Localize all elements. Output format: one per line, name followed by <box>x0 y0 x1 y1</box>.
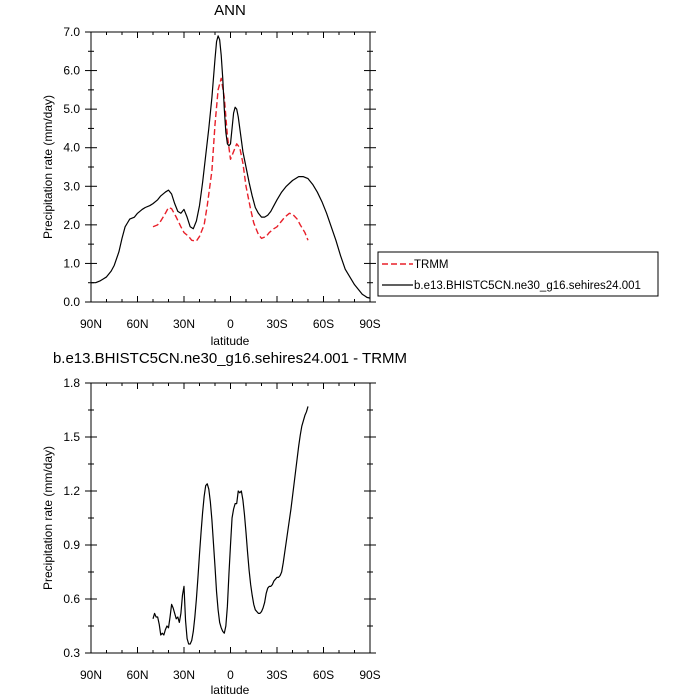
top-chart-title: ANN <box>214 2 246 19</box>
top-y-axis: 0.0 1.0 2.0 3.0 4.0 5.0 6.0 7.0 <box>63 25 376 309</box>
bottom-series-group <box>152 406 309 645</box>
top-x-tick-label: 90N <box>80 317 102 331</box>
bottom-y-tick-label: 1.2 <box>63 484 80 498</box>
top-y-axis-label: Precipitation rate (mm/day) <box>41 95 55 239</box>
top-y-tick-label: 3.0 <box>63 179 80 193</box>
legend: TRMM b.e13.BHISTC5CN.ne30_g16.sehires24.… <box>377 251 659 297</box>
top-y-tick-label: 7.0 <box>63 25 80 39</box>
bottom-x-tick-label: 90S <box>359 668 380 682</box>
top-y-tick-label: 2.0 <box>63 218 80 232</box>
top-x-axis: 90N 60N 30N 0 30S 60S 90S <box>80 32 381 331</box>
bottom-y-tick-label: 0.9 <box>63 538 80 552</box>
bottom-plot-frame <box>90 382 371 654</box>
bottom-x-axis-label: latitude <box>211 683 250 697</box>
top-x-tick-label: 60S <box>313 317 334 331</box>
bottom-y-tick-label: 1.5 <box>63 430 80 444</box>
top-x-tick-label: 30N <box>173 317 195 331</box>
top-y-tick-label: 5.0 <box>63 102 80 116</box>
bottom-y-tick-label: 0.6 <box>63 592 80 606</box>
bottom-y-tick-label: 1.8 <box>63 376 80 390</box>
top-y-tick-label: 0.0 <box>63 295 80 309</box>
top-series-group <box>91 35 371 299</box>
top-series-line-0 <box>152 77 309 242</box>
top-y-tick-label: 4.0 <box>63 141 80 155</box>
top-plot-frame <box>90 31 371 303</box>
bottom-y-axis-label: Precipitation rate (mm/day) <box>41 446 55 590</box>
bottom-chart-panel: b.e13.BHISTC5CN.ne30_g16.sehires24.001 -… <box>41 350 407 697</box>
bottom-x-tick-label: 60N <box>126 668 148 682</box>
legend-label-model: b.e13.BHISTC5CN.ne30_g16.sehires24.001 <box>414 280 641 292</box>
legend-label-trmm: TRMM <box>414 259 449 271</box>
top-x-tick-label: 0 <box>227 317 234 331</box>
top-y-tick-label: 6.0 <box>63 64 80 78</box>
top-y-tick-label: 1.0 <box>63 256 80 270</box>
top-x-tick-label: 30S <box>266 317 287 331</box>
bottom-y-axis: 0.3 0.6 0.9 1.2 1.5 1.8 <box>63 376 376 660</box>
bottom-y-tick-label: 0.3 <box>63 646 80 660</box>
top-chart-panel: ANN 90N 60N 30N 0 30S 60S 90S 0.0 1.0 2.0 3.0 4.0 5… <box>41 2 381 348</box>
bottom-x-axis: 90N 60N 30N 0 30S 60S 90S <box>80 383 381 682</box>
top-x-tick-label: 60N <box>126 317 148 331</box>
top-x-axis-label: latitude <box>211 334 250 348</box>
bottom-x-tick-label: 30N <box>173 668 195 682</box>
legend-box <box>377 251 659 297</box>
bottom-x-tick-label: 90N <box>80 668 102 682</box>
bottom-x-tick-label: 0 <box>227 668 234 682</box>
bottom-x-tick-label: 30S <box>266 668 287 682</box>
bottom-x-tick-label: 60S <box>313 668 334 682</box>
top-series-line-1 <box>91 35 371 299</box>
bottom-series-line-0 <box>152 406 309 645</box>
bottom-chart-title: b.e13.BHISTC5CN.ne30_g16.sehires24.001 -… <box>53 350 407 367</box>
top-x-tick-label: 90S <box>359 317 380 331</box>
